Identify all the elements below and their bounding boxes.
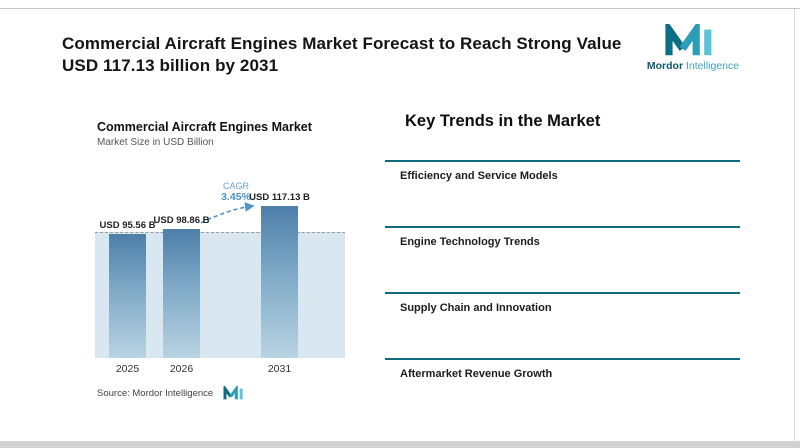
bar-value-label: USD 95.56 B <box>99 220 156 231</box>
trend-label: Supply Chain and Innovation <box>400 302 552 314</box>
source-row: Source: Mordor Intelligence <box>97 386 247 400</box>
chart-title: Commercial Aircraft Engines Market <box>97 120 312 134</box>
bar-rect <box>163 229 200 358</box>
bar-value-label: USD 117.13 B <box>249 192 310 203</box>
trend-label: Efficiency and Service Models <box>400 170 558 182</box>
bar-chart: CAGR 3.45% USD 95.56 B USD 98.86 B USD 1… <box>95 155 345 358</box>
page-border-top <box>0 8 800 9</box>
x-axis-labels: 2025 2026 2031 <box>95 363 345 377</box>
page-border-right <box>794 9 795 441</box>
trends-list: Efficiency and Service Models Engine Tec… <box>385 160 740 424</box>
source-text: Source: Mordor Intelligence <box>97 387 214 399</box>
x-tick-2026: 2026 <box>169 363 194 375</box>
brand-block: Mordor Intelligence <box>643 24 743 72</box>
bar-value-label: USD 98.86 B <box>153 215 210 226</box>
bar-2026: USD 98.86 B <box>154 215 210 358</box>
x-tick-2031: 2031 <box>267 363 292 375</box>
bar-rect <box>261 206 298 358</box>
trend-label: Aftermarket Revenue Growth <box>400 368 553 380</box>
dashed-reference-line <box>95 232 345 233</box>
page-title: Commercial Aircraft Engines Market Forec… <box>62 34 622 76</box>
chart-subtitle: Market Size in USD Billion <box>97 137 214 148</box>
bar-2025: USD 95.56 B <box>100 220 156 358</box>
x-tick-2025: 2025 <box>115 363 140 375</box>
bar-2031: USD 117.13 B <box>249 192 310 358</box>
list-item: Aftermarket Revenue Growth <box>385 358 740 424</box>
mordor-logo-icon <box>665 24 712 56</box>
trends-heading: Key Trends in the Market <box>405 112 601 130</box>
cagr-annotation: CAGR 3.45% <box>211 181 261 203</box>
brand-name: Mordor Intelligence <box>643 60 743 72</box>
cagr-label: CAGR <box>222 181 249 191</box>
page-border-bottom <box>0 441 800 448</box>
bar-rect <box>109 234 146 358</box>
mordor-logo-small-icon <box>223 386 243 400</box>
list-item: Engine Technology Trends <box>385 226 740 292</box>
list-item: Supply Chain and Innovation <box>385 292 740 358</box>
brand-name-bold: Mordor <box>646 60 684 72</box>
brand-name-light: Intelligence <box>685 60 740 72</box>
list-item: Efficiency and Service Models <box>385 160 740 226</box>
cagr-value: 3.45% <box>221 191 251 203</box>
trend-label: Engine Technology Trends <box>400 236 540 248</box>
